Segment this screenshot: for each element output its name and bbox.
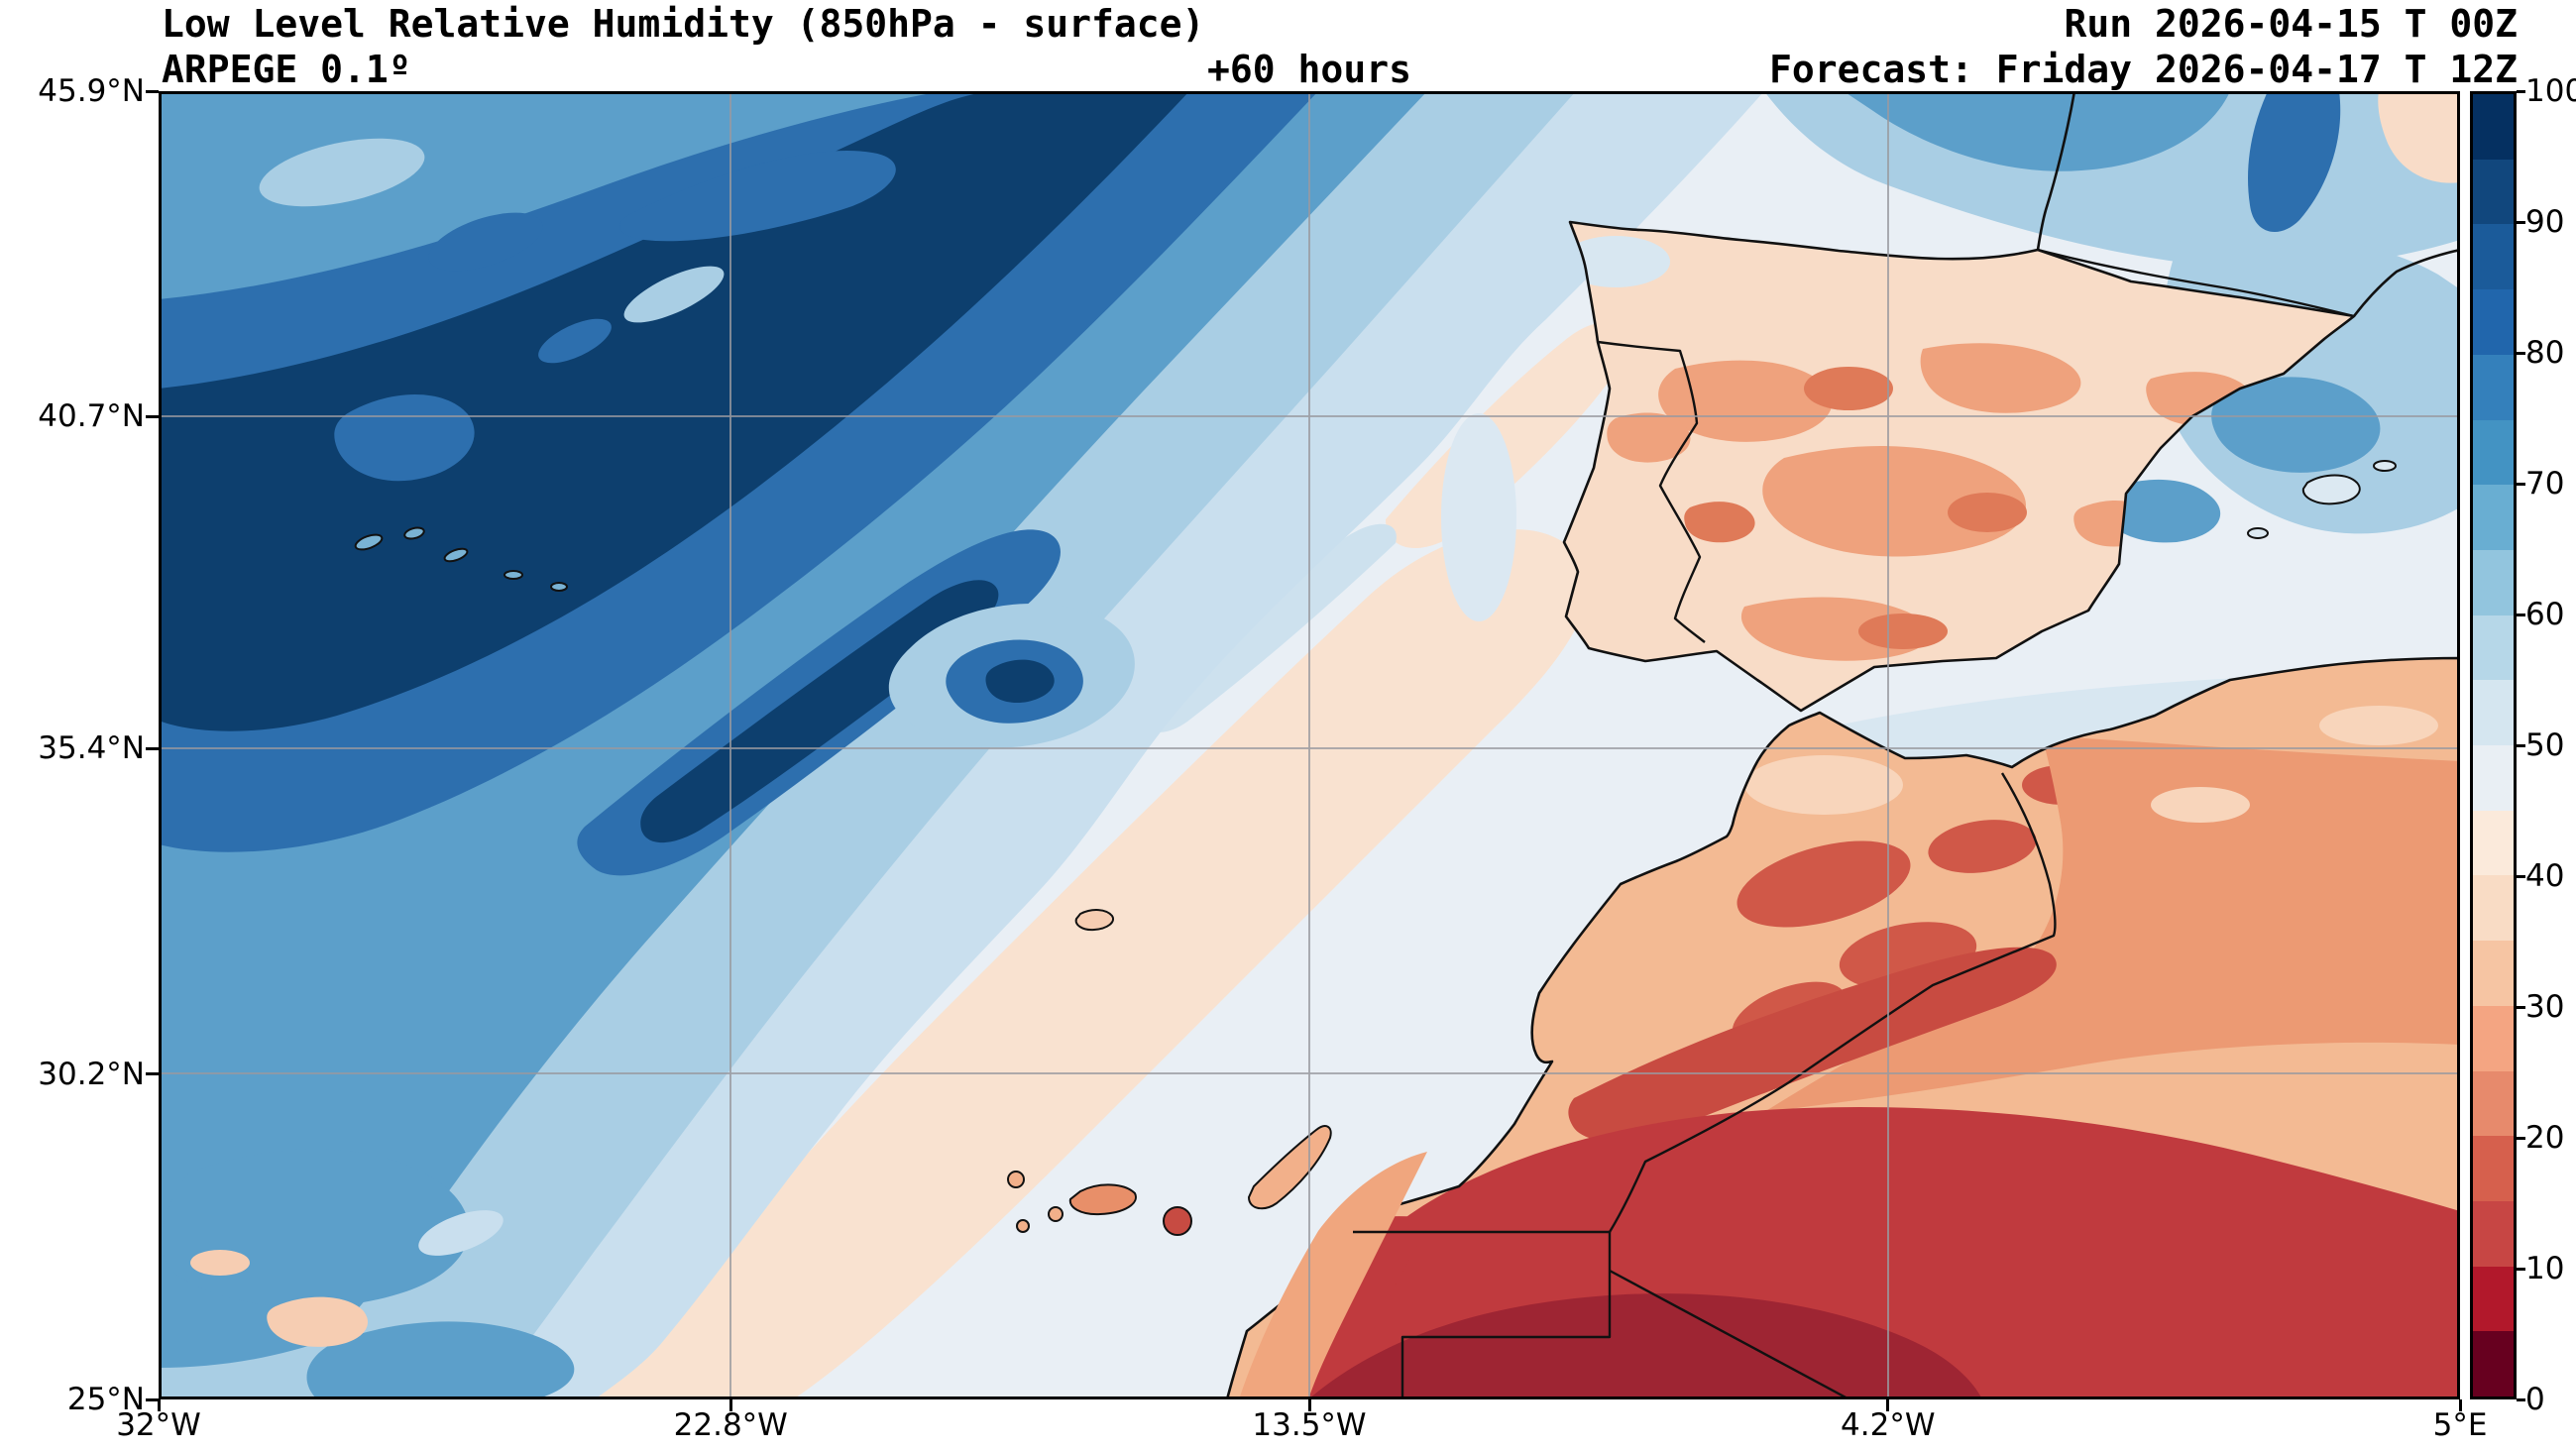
y-axis-tick-mark bbox=[146, 746, 159, 750]
graticule-gridlines bbox=[159, 91, 2460, 1399]
colorbar-band bbox=[2473, 224, 2514, 290]
colorbar-tick-mark bbox=[2517, 613, 2525, 616]
colorbar-tick-mark bbox=[2517, 1267, 2525, 1271]
border-morocco-algeria bbox=[1608, 772, 2057, 1233]
colorbar-tick-mark bbox=[2517, 1005, 2525, 1009]
colorbar-tick-mark bbox=[2517, 220, 2525, 224]
coastline-france bbox=[2036, 91, 2460, 317]
border-portugal-spain bbox=[1597, 340, 1706, 643]
x-tick-label: 32°W bbox=[116, 1407, 201, 1443]
colorbar-band bbox=[2473, 289, 2514, 355]
y-axis-tick-mark bbox=[146, 414, 159, 418]
colorbar-tick-label: 100 bbox=[2525, 73, 2576, 109]
colorbar-band bbox=[2473, 485, 2514, 550]
colorbar-band bbox=[2473, 549, 2514, 615]
humidity-map bbox=[159, 91, 2460, 1399]
map-canvas bbox=[159, 91, 2460, 1399]
colorbar-band bbox=[2473, 1005, 2514, 1071]
forecast-time-label: Forecast: Friday 2026-04-17 T 12Z bbox=[1769, 48, 2518, 91]
y-tick-label: 25°N bbox=[66, 1382, 145, 1417]
colorbar-band bbox=[2473, 354, 2514, 420]
colorbar-tick-label: 90 bbox=[2525, 204, 2565, 240]
colorbar-tick-label: 50 bbox=[2525, 727, 2565, 763]
x-axis-tick-mark bbox=[157, 1399, 161, 1411]
colorbar-tick-mark bbox=[2517, 1136, 2525, 1140]
colorbar-tick-label: 70 bbox=[2525, 466, 2565, 502]
colorbar-band bbox=[2473, 1136, 2514, 1201]
x-tick-label: 13.5°W bbox=[1252, 1407, 1367, 1443]
colorbar-band bbox=[2473, 159, 2514, 225]
colorbar-tick-mark bbox=[2517, 874, 2525, 878]
colorbar-band bbox=[2473, 810, 2514, 876]
x-axis-tick-mark bbox=[728, 1399, 732, 1411]
colorbar-tick-mark bbox=[2517, 351, 2525, 355]
y-tick-label: 30.2°N bbox=[38, 1056, 145, 1092]
x-axis-tick-mark bbox=[1307, 1399, 1311, 1411]
run-time-label: Run 2026-04-15 T 00Z bbox=[2064, 2, 2518, 46]
colorbar-band bbox=[2473, 1070, 2514, 1137]
y-axis-tick-mark bbox=[146, 1072, 159, 1076]
border-algeria-mauritania bbox=[1609, 1269, 1850, 1399]
offshore-dry-band bbox=[1239, 1152, 1427, 1399]
model-label: ARPEGE 0.1º bbox=[162, 48, 411, 91]
humid-atlantic-band bbox=[159, 91, 1764, 1399]
biscay-humid-area bbox=[1764, 91, 2460, 269]
azores-islands bbox=[354, 526, 568, 592]
x-tick-label: 4.2°W bbox=[1841, 1407, 1936, 1443]
y-tick-label: 45.9°N bbox=[38, 73, 145, 109]
colorbar-band bbox=[2473, 614, 2514, 681]
colorbar-tick-label: 20 bbox=[2525, 1120, 2565, 1156]
canary-islands bbox=[1007, 1125, 1332, 1236]
y-tick-label: 40.7°N bbox=[38, 398, 145, 435]
colorbar-band bbox=[2473, 941, 2514, 1006]
southwest-ocean-patches bbox=[162, 1149, 575, 1399]
colorbar-band bbox=[2473, 875, 2514, 942]
colorbar-tick-label: 0 bbox=[2525, 1382, 2545, 1417]
colorbar-band bbox=[2473, 1266, 2514, 1332]
colorbar-tick-mark bbox=[2517, 89, 2525, 93]
border-western-sahara bbox=[1353, 1230, 1612, 1399]
y-axis-tick-mark bbox=[146, 89, 159, 93]
colorbar-band bbox=[2473, 1200, 2514, 1267]
colorbar-band bbox=[2473, 680, 2514, 746]
iberia-dry-patches bbox=[1564, 236, 2254, 661]
colorbar-tick-label: 40 bbox=[2525, 858, 2565, 894]
lead-time-label: +60 hours bbox=[1207, 48, 1411, 91]
colorbar-band bbox=[2473, 745, 2514, 811]
colorbar-tick-label: 30 bbox=[2525, 989, 2565, 1025]
colorbar-band bbox=[2473, 1331, 2514, 1397]
x-axis-tick-mark bbox=[1886, 1399, 1890, 1411]
colorbar-tick-mark bbox=[2517, 743, 2525, 747]
map-frame bbox=[159, 91, 2460, 1399]
colorbar-tick-mark bbox=[2517, 1397, 2525, 1401]
balearic-islands bbox=[2247, 460, 2397, 539]
madeira-island bbox=[1074, 909, 1114, 932]
map-title: Low Level Relative Humidity (850hPa - su… bbox=[162, 2, 1205, 46]
colorbar-tick-label: 10 bbox=[2525, 1251, 2565, 1286]
y-axis-tick-mark bbox=[146, 1397, 159, 1401]
colorbar-tick-label: 80 bbox=[2525, 335, 2565, 371]
colorbar-band bbox=[2473, 419, 2514, 486]
y-tick-label: 35.4°N bbox=[38, 730, 145, 767]
border-pyrenees bbox=[2037, 248, 2355, 318]
colorbar-tick-mark bbox=[2517, 482, 2525, 486]
isolated-humid-blob bbox=[888, 604, 1135, 748]
country-borders bbox=[1353, 248, 2355, 1399]
x-tick-label: 5°E bbox=[2432, 1407, 2488, 1443]
colorbar-band bbox=[2473, 94, 2514, 160]
x-axis-tick-mark bbox=[2458, 1399, 2462, 1411]
colorbar bbox=[2470, 91, 2517, 1399]
colorbar-tick-label: 60 bbox=[2525, 597, 2565, 632]
africa-dry-patches bbox=[1249, 706, 2460, 1399]
x-tick-label: 22.8°W bbox=[673, 1407, 788, 1443]
